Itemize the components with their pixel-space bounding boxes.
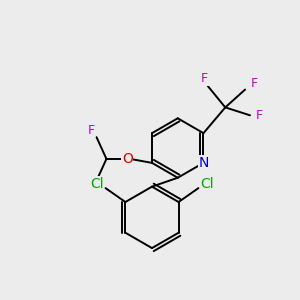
Text: Cl: Cl — [90, 177, 104, 191]
Text: F: F — [88, 181, 95, 194]
Text: F: F — [201, 72, 208, 85]
Text: F: F — [250, 77, 258, 90]
Text: N: N — [198, 156, 209, 170]
Text: F: F — [255, 109, 262, 122]
Text: F: F — [88, 124, 95, 137]
Text: Cl: Cl — [200, 177, 214, 191]
Text: O: O — [122, 152, 133, 166]
